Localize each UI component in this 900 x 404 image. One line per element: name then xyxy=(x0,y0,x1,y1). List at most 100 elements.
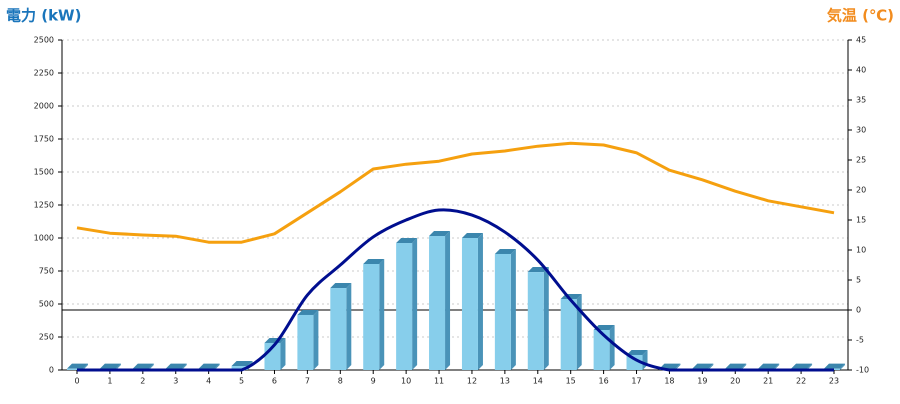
bar-top xyxy=(396,238,418,244)
bar-top xyxy=(692,363,714,369)
x-tick-label: 23 xyxy=(829,377,839,386)
x-tick-label: 2 xyxy=(140,377,145,386)
bar xyxy=(461,238,478,370)
bar-top xyxy=(297,309,319,315)
y2-tick-label: 10 xyxy=(856,246,866,255)
y-tick-label: 1500 xyxy=(34,168,54,177)
y2-tick-label: -10 xyxy=(856,366,869,375)
bar-top xyxy=(659,363,681,369)
x-tick-label: 12 xyxy=(467,377,477,386)
bar-top xyxy=(165,363,187,369)
bar-top xyxy=(494,248,516,254)
x-tick-label: 13 xyxy=(500,377,510,386)
bar-side xyxy=(445,231,451,370)
x-tick-label: 17 xyxy=(631,377,641,386)
bar-top xyxy=(67,363,88,369)
y2-tick-label: 0 xyxy=(856,306,861,315)
bar-side xyxy=(609,325,615,370)
bar xyxy=(494,253,511,370)
x-tick-label: 9 xyxy=(371,377,376,386)
x-tick-label: 19 xyxy=(697,377,707,386)
bar xyxy=(363,264,380,370)
y2-tick-label: 20 xyxy=(856,186,866,195)
y-tick-label: 0 xyxy=(49,366,54,375)
bar-side xyxy=(115,363,121,370)
temperature-line xyxy=(76,141,835,244)
y-tick-label: 2250 xyxy=(34,69,54,78)
bar-top xyxy=(725,363,747,369)
bar-top xyxy=(198,363,220,369)
bar-top xyxy=(99,363,121,369)
y-axis-title: 電力 (kW) xyxy=(6,7,81,25)
bar-side xyxy=(774,363,780,370)
x-tick-label: 16 xyxy=(599,377,609,386)
bar-top xyxy=(824,363,845,369)
y-tick-label: 1750 xyxy=(34,135,54,144)
y-tick-label: 2500 xyxy=(34,36,54,45)
x-tick-label: 18 xyxy=(664,377,674,386)
y-tick-label: 250 xyxy=(39,333,54,342)
bar xyxy=(396,243,413,370)
x-tick-label: 10 xyxy=(401,377,411,386)
x-tick-label: 3 xyxy=(173,377,178,386)
bar-top xyxy=(791,363,813,369)
bar-side xyxy=(477,233,483,370)
bar xyxy=(626,354,643,370)
bar xyxy=(593,330,610,370)
x-tick-label: 15 xyxy=(566,377,576,386)
x-tick-label: 5 xyxy=(239,377,244,386)
y2-tick-label: 25 xyxy=(856,156,866,165)
bar-side xyxy=(280,337,286,370)
bar-top xyxy=(231,361,253,367)
bar xyxy=(560,298,577,370)
y2-axis-title: 気温 (℃) xyxy=(827,7,894,25)
x-tick-label: 6 xyxy=(272,377,277,386)
x-tick-label: 22 xyxy=(796,377,806,386)
y2-tick-label: 15 xyxy=(856,216,866,225)
bar xyxy=(330,288,347,370)
bar-side xyxy=(313,309,319,370)
bar-side xyxy=(379,259,385,370)
power-line xyxy=(76,208,834,372)
y2-tick-label: 40 xyxy=(856,66,866,75)
bar-side xyxy=(346,283,352,370)
x-tick-label: 7 xyxy=(305,377,310,386)
y2-tick-label: 30 xyxy=(856,126,866,135)
bar xyxy=(231,366,248,370)
y-tick-label: 750 xyxy=(39,267,54,276)
bar-side xyxy=(181,363,187,370)
x-tick-label: 0 xyxy=(74,377,79,386)
bar xyxy=(67,368,83,370)
bar xyxy=(297,314,314,370)
bar-side xyxy=(412,238,418,370)
y-tick-label: 500 xyxy=(39,300,54,309)
y-tick-label: 1250 xyxy=(34,201,54,210)
x-tick-label: 8 xyxy=(338,377,343,386)
y-tick-label: 1000 xyxy=(34,234,54,243)
bar-side xyxy=(708,363,714,370)
bar-side xyxy=(148,363,154,370)
x-tick-label: 14 xyxy=(533,377,543,386)
x-tick-label: 20 xyxy=(730,377,740,386)
bar-side xyxy=(576,293,582,370)
bar-top xyxy=(429,231,451,237)
bar-top xyxy=(330,283,352,289)
x-tick-label: 11 xyxy=(434,377,444,386)
x-tick-label: 21 xyxy=(763,377,773,386)
bar-top xyxy=(758,363,780,369)
y2-tick-label: -5 xyxy=(856,336,864,345)
bar-top xyxy=(363,259,385,265)
bar xyxy=(429,236,446,370)
y2-tick-label: 5 xyxy=(856,276,861,285)
bar-side xyxy=(741,363,747,370)
bar-top xyxy=(132,363,154,369)
bar-side xyxy=(214,363,220,370)
bar-side xyxy=(840,363,845,370)
bar-side xyxy=(510,248,516,370)
x-tick-label: 4 xyxy=(206,377,211,386)
bar-side xyxy=(675,363,681,370)
y-tick-label: 2000 xyxy=(34,102,54,111)
bar-side xyxy=(83,363,88,370)
y2-tick-label: 35 xyxy=(856,96,866,105)
